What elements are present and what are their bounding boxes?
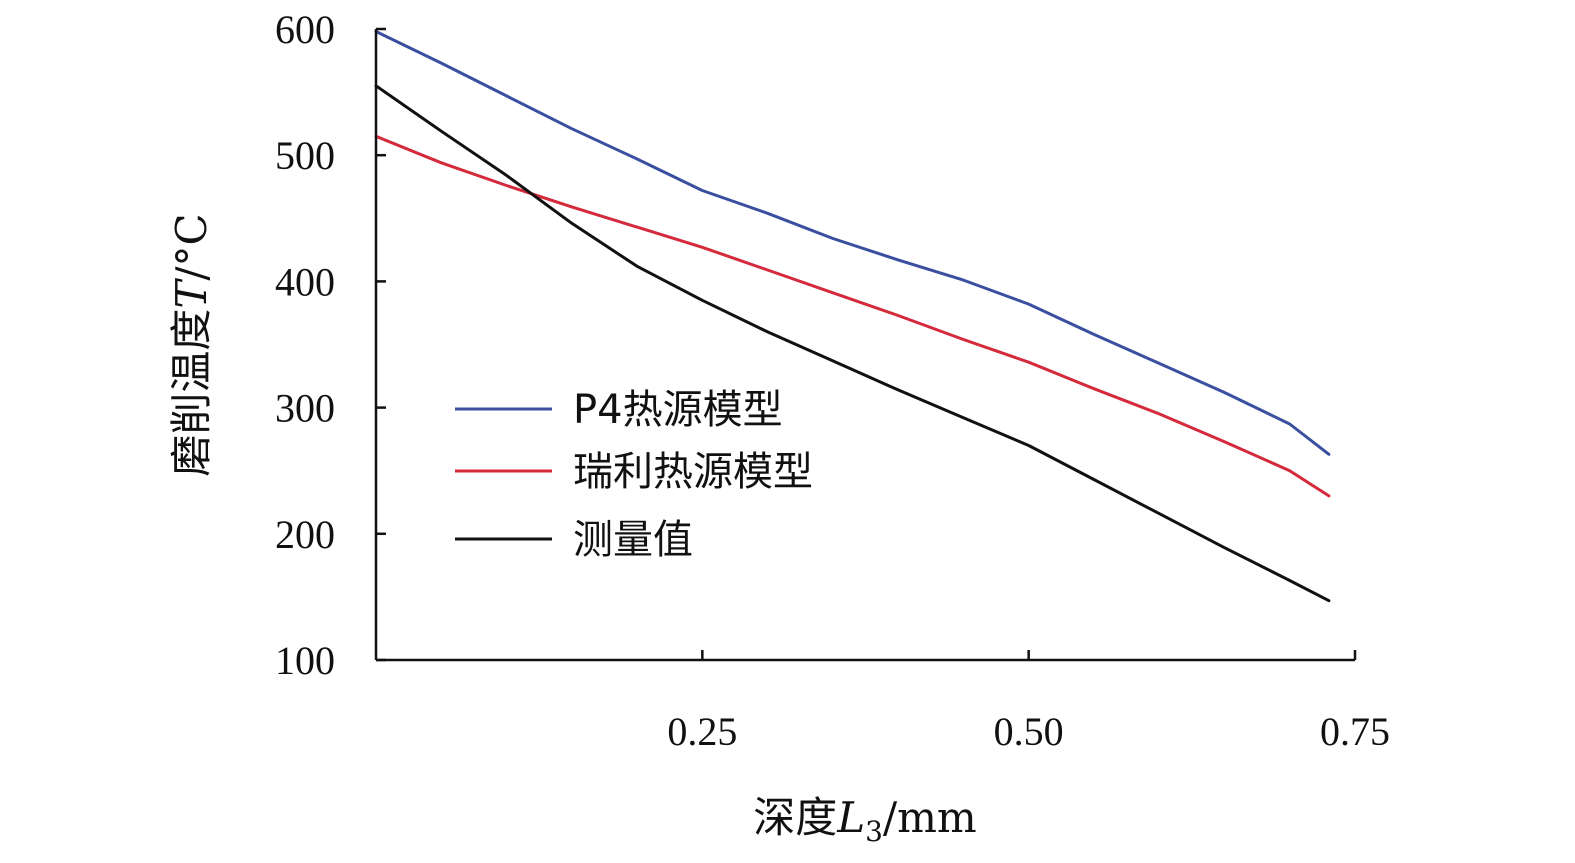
y-ticks: 100 200 300 400 500 600 — [275, 7, 386, 683]
x-axis-label-var: L — [836, 793, 865, 842]
legend-label-p4: P4热源模型 — [573, 387, 783, 433]
x-axis-label-unit: /mm — [883, 793, 977, 842]
y-tick-label: 500 — [275, 133, 335, 178]
series-line-p4 — [374, 30, 1331, 456]
y-axis-label-main: 磨削温度 — [167, 309, 216, 477]
legend: P4热源模型 瑞利热源模型 测量值 — [455, 387, 813, 563]
y-axis-label-unit: /°C — [167, 213, 216, 280]
series-line-rayleigh — [374, 134, 1331, 498]
y-axis-label: 磨削温度T/°C — [167, 213, 216, 476]
y-axis-label-var: T — [167, 278, 216, 309]
x-tick-label: 0.50 — [994, 709, 1064, 754]
axes — [374, 29, 1355, 662]
series-layer — [374, 30, 1331, 603]
y-tick-label: 400 — [275, 259, 335, 304]
y-tick-label: 100 — [275, 638, 335, 683]
x-axis-label-sub: 3 — [865, 815, 883, 848]
x-tick-label: 0.25 — [667, 709, 737, 754]
y-tick-label: 300 — [275, 386, 335, 431]
legend-label-measured: 测量值 — [573, 517, 693, 563]
series-line-measured — [374, 84, 1331, 603]
y-tick-label: 200 — [275, 512, 335, 557]
x-ticks: 0.25 0.50 0.75 — [667, 650, 1390, 754]
x-tick-label: 0.75 — [1320, 709, 1390, 754]
legend-label-rayleigh: 瑞利热源模型 — [573, 449, 813, 495]
x-axis-label: 深度L3/mm — [753, 793, 977, 848]
x-axis-label-main: 深度 — [753, 793, 837, 842]
y-tick-label: 600 — [275, 7, 335, 52]
